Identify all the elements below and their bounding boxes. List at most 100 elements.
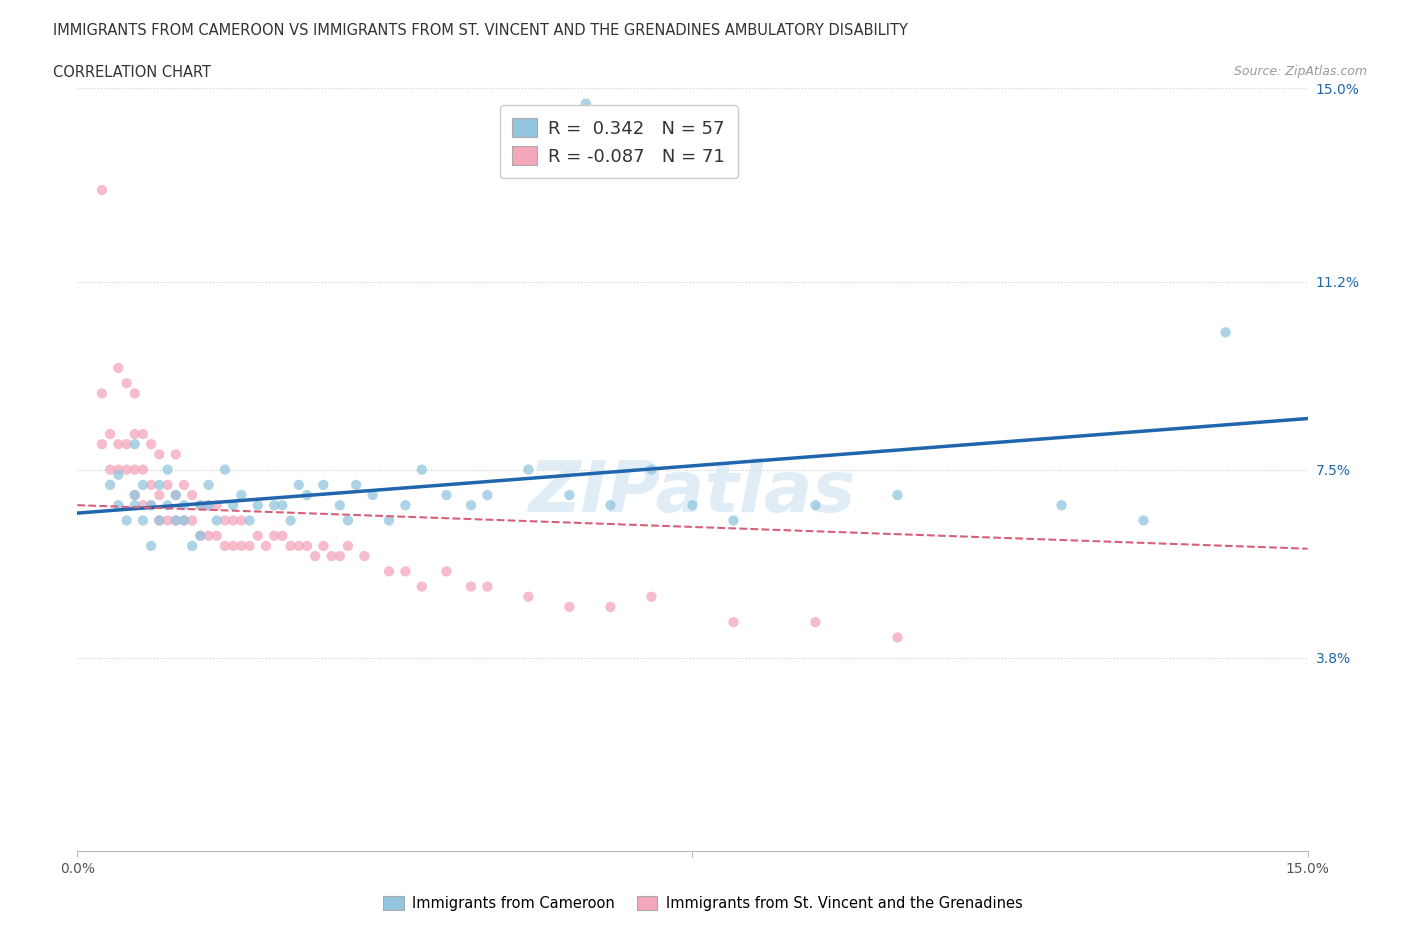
Point bbox=[329, 549, 352, 564]
Point bbox=[124, 498, 146, 512]
Point bbox=[231, 538, 253, 553]
Point bbox=[173, 477, 195, 492]
Point bbox=[723, 513, 745, 528]
Point bbox=[197, 498, 219, 512]
Point bbox=[107, 498, 129, 512]
Point bbox=[295, 538, 318, 553]
Point bbox=[280, 538, 302, 553]
Point bbox=[312, 538, 335, 553]
Legend: Immigrants from Cameroon, Immigrants from St. Vincent and the Grenadines: Immigrants from Cameroon, Immigrants fro… bbox=[375, 888, 1031, 918]
Point bbox=[222, 538, 245, 553]
Point bbox=[436, 487, 458, 502]
Point bbox=[165, 487, 187, 502]
Point bbox=[517, 462, 540, 477]
Point bbox=[558, 487, 581, 502]
Point bbox=[90, 182, 114, 197]
Point bbox=[222, 513, 245, 528]
Point bbox=[214, 462, 236, 477]
Point bbox=[148, 487, 170, 502]
Point bbox=[723, 615, 745, 630]
Point bbox=[337, 538, 360, 553]
Point bbox=[682, 498, 704, 512]
Text: IMMIGRANTS FROM CAMEROON VS IMMIGRANTS FROM ST. VINCENT AND THE GRENADINES AMBUL: IMMIGRANTS FROM CAMEROON VS IMMIGRANTS F… bbox=[53, 23, 908, 38]
Point bbox=[124, 386, 146, 401]
Point bbox=[239, 513, 262, 528]
Point bbox=[477, 487, 499, 502]
Point bbox=[231, 513, 253, 528]
Point bbox=[197, 477, 219, 492]
Point bbox=[411, 462, 433, 477]
Point bbox=[124, 487, 146, 502]
Point bbox=[115, 376, 138, 391]
Point bbox=[107, 361, 129, 376]
Legend: R =  0.342   N = 57, R = -0.087   N = 71: R = 0.342 N = 57, R = -0.087 N = 71 bbox=[499, 105, 738, 179]
Point bbox=[214, 513, 236, 528]
Point bbox=[197, 498, 219, 512]
Point bbox=[411, 579, 433, 594]
Point bbox=[107, 437, 129, 452]
Point bbox=[141, 538, 163, 553]
Point bbox=[1050, 498, 1073, 512]
Point bbox=[115, 462, 138, 477]
Point bbox=[98, 462, 121, 477]
Point bbox=[394, 498, 416, 512]
Point bbox=[115, 513, 138, 528]
Point bbox=[107, 462, 129, 477]
Point bbox=[165, 447, 187, 462]
Point bbox=[886, 630, 908, 644]
Point bbox=[599, 600, 621, 615]
Point bbox=[271, 498, 294, 512]
Point bbox=[107, 467, 129, 482]
Point bbox=[98, 427, 121, 442]
Point bbox=[337, 513, 360, 528]
Point bbox=[517, 590, 540, 604]
Point bbox=[804, 498, 827, 512]
Point bbox=[124, 437, 146, 452]
Point bbox=[132, 477, 155, 492]
Point bbox=[378, 564, 401, 578]
Point bbox=[124, 487, 146, 502]
Point bbox=[188, 528, 212, 543]
Point bbox=[263, 528, 285, 543]
Point bbox=[181, 538, 204, 553]
Point bbox=[132, 513, 155, 528]
Point bbox=[214, 538, 236, 553]
Point bbox=[148, 513, 170, 528]
Point bbox=[132, 427, 155, 442]
Point bbox=[188, 498, 212, 512]
Point bbox=[132, 498, 155, 512]
Point bbox=[477, 579, 499, 594]
Point bbox=[173, 498, 195, 512]
Point bbox=[205, 528, 228, 543]
Point bbox=[141, 437, 163, 452]
Point bbox=[165, 513, 187, 528]
Point bbox=[173, 513, 195, 528]
Point bbox=[188, 528, 212, 543]
Point bbox=[98, 477, 121, 492]
Point bbox=[263, 498, 285, 512]
Point bbox=[378, 513, 401, 528]
Point bbox=[156, 462, 179, 477]
Point bbox=[886, 487, 908, 502]
Point bbox=[246, 528, 269, 543]
Point bbox=[132, 462, 155, 477]
Point bbox=[165, 487, 187, 502]
Point bbox=[575, 96, 598, 111]
Point bbox=[295, 487, 318, 502]
Point bbox=[148, 447, 170, 462]
Point bbox=[156, 513, 179, 528]
Point bbox=[640, 462, 662, 477]
Point bbox=[197, 528, 219, 543]
Point bbox=[312, 477, 335, 492]
Point bbox=[1132, 513, 1154, 528]
Point bbox=[394, 564, 416, 578]
Point bbox=[148, 513, 170, 528]
Point bbox=[804, 615, 827, 630]
Point bbox=[124, 427, 146, 442]
Point bbox=[148, 477, 170, 492]
Point bbox=[361, 487, 384, 502]
Point bbox=[254, 538, 277, 553]
Point bbox=[640, 590, 662, 604]
Point bbox=[1215, 325, 1237, 339]
Point bbox=[353, 549, 375, 564]
